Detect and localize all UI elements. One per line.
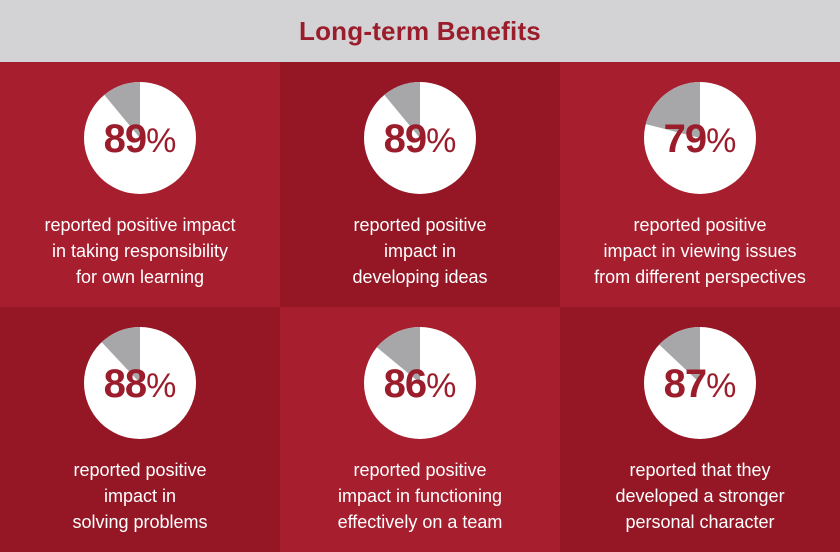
- pie-slice-remainder: [104, 82, 140, 138]
- benefits-grid: 89% reported positive impact in taking res…: [0, 62, 840, 552]
- percentage-label: 89%: [0, 112, 280, 166]
- caption-line: personal character: [625, 512, 775, 532]
- pie-chart: [364, 82, 476, 194]
- caption-line: effectively on a team: [337, 512, 503, 532]
- percentage-label: 88%: [0, 357, 280, 411]
- caption-line: reported positive: [73, 460, 207, 480]
- pie-chart: [644, 327, 756, 439]
- caption-line: reported positive: [353, 215, 487, 235]
- benefit-panel: 89% reported positive impact in developing …: [280, 62, 560, 307]
- benefit-caption: reported positive impact in functioning ef…: [300, 457, 540, 535]
- pie-chart: [364, 327, 476, 439]
- benefit-panel: 89% reported positive impact in taking res…: [0, 62, 280, 307]
- pie-chart: [84, 82, 196, 194]
- pie-chart: [644, 82, 756, 194]
- percentage-label: 79%: [560, 112, 840, 166]
- benefit-caption: reported positive impact in taking respon…: [20, 212, 260, 290]
- caption-line: developed a stronger: [615, 486, 785, 506]
- caption-line: reported positive: [353, 460, 487, 480]
- percent-sign: %: [426, 122, 457, 160]
- benefit-caption: reported positive impact in developing ide…: [300, 212, 540, 290]
- benefit-panel: 86% reported positive impact in functionin…: [280, 307, 560, 552]
- pie-slice-remainder: [384, 82, 420, 138]
- caption-line: impact in viewing issues: [603, 241, 797, 261]
- benefit-caption: reported positive impact in viewing issue…: [580, 212, 820, 290]
- caption-line: in taking responsibility: [51, 241, 229, 261]
- percentage-value: 89: [383, 117, 427, 161]
- pie-chart: [84, 327, 196, 439]
- caption-line: reported positive impact: [44, 215, 236, 235]
- benefit-panel: 87% reported that they developed a stronge…: [560, 307, 840, 552]
- benefit-caption: reported positive impact in solving proble…: [20, 457, 260, 535]
- benefit-panel: 79% reported positive impact in viewing is…: [560, 62, 840, 307]
- pie-slice-remainder: [659, 327, 700, 383]
- pie-slice-remainder: [376, 327, 420, 383]
- caption-line: from different perspectives: [594, 267, 806, 287]
- pie-slice-remainder: [645, 82, 700, 138]
- caption-line: for own learning: [75, 267, 205, 287]
- page-title: Long-term Benefits: [299, 15, 541, 46]
- caption-line: developing ideas: [352, 267, 488, 287]
- pie-slice-remainder: [101, 327, 140, 383]
- percent-sign: %: [706, 122, 737, 160]
- header-bar: Long-term Benefits: [0, 0, 840, 62]
- percentage-label: 87%: [560, 357, 840, 411]
- benefit-panel: 88% reported positive impact in solving pro…: [0, 307, 280, 552]
- percent-sign: %: [426, 367, 457, 405]
- percentage-label: 86%: [280, 357, 560, 411]
- percentage-value: 87: [663, 362, 707, 406]
- caption-line: impact in: [103, 486, 177, 506]
- caption-line: reported positive: [633, 215, 767, 235]
- percent-sign: %: [146, 367, 177, 405]
- percentage-value: 89: [103, 117, 147, 161]
- percentage-value: 79: [663, 117, 707, 161]
- caption-line: solving problems: [72, 512, 208, 532]
- percentage-value: 88: [103, 362, 147, 406]
- percentage-label: 89%: [280, 112, 560, 166]
- caption-line: impact in: [383, 241, 457, 261]
- caption-line: impact in functioning: [337, 486, 503, 506]
- percent-sign: %: [706, 367, 737, 405]
- percent-sign: %: [146, 122, 177, 160]
- caption-line: reported that they: [629, 460, 771, 480]
- percentage-value: 86: [383, 362, 427, 406]
- benefit-caption: reported that they developed a stronger pe…: [580, 457, 820, 535]
